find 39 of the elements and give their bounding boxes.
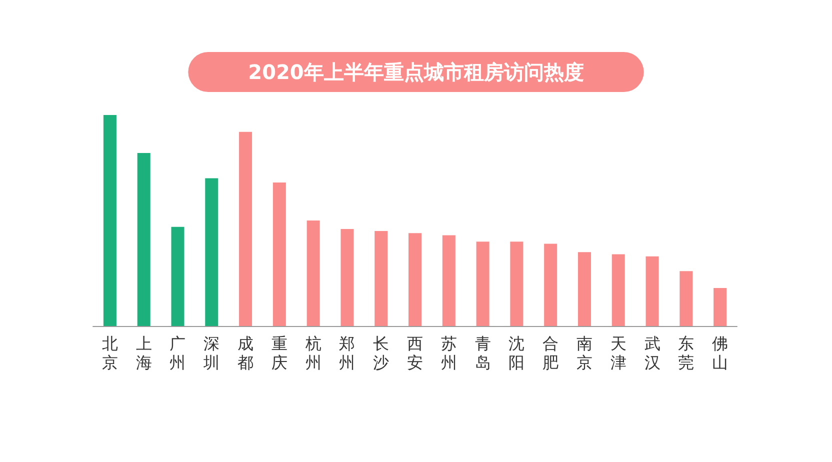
- x-tick-label: 上海: [136, 334, 152, 372]
- bar: [239, 132, 252, 326]
- x-tick-label: 沈阳: [508, 334, 525, 372]
- bar: [578, 252, 591, 326]
- bar: [171, 226, 184, 326]
- bar: [544, 244, 558, 326]
- bar: [137, 152, 150, 326]
- bar: [442, 235, 456, 326]
- bar: [612, 254, 625, 326]
- x-tick-label: 武汉: [644, 334, 660, 372]
- x-tick-label: 苏州: [440, 334, 457, 372]
- x-tick-label: 深圳: [202, 334, 220, 372]
- bar: [306, 220, 320, 326]
- bar: [476, 242, 490, 326]
- x-tick-label: 青岛: [474, 334, 491, 372]
- x-tick-label: 郑州: [339, 334, 356, 372]
- x-tick-label: 南京: [576, 334, 592, 372]
- bar: [510, 242, 524, 326]
- x-tick-label: 长沙: [373, 334, 390, 372]
- x-tick-label: 天津: [610, 334, 626, 372]
- bar: [205, 178, 218, 326]
- bar: [340, 228, 354, 326]
- x-tick-label: 成都: [238, 334, 254, 372]
- bar: [272, 182, 286, 326]
- bar: [646, 256, 659, 326]
- x-tick-label: 广州: [170, 334, 186, 372]
- x-tick-label: 合肥: [542, 334, 559, 372]
- bar: [680, 271, 693, 326]
- x-tick-label: 北京: [102, 334, 118, 372]
- bar: [714, 288, 727, 326]
- bar: [103, 115, 116, 326]
- chart-title: 2020年上半年重点城市租房访问热度: [248, 60, 584, 84]
- x-tick-label: 重庆: [271, 334, 288, 372]
- x-tick-label: 西安: [407, 334, 423, 372]
- bar: [408, 233, 422, 326]
- x-tick-label: 杭州: [304, 334, 322, 372]
- x-tick-label: 佛山: [712, 334, 728, 372]
- x-tick-label: 东莞: [678, 334, 694, 372]
- bar: [374, 231, 388, 326]
